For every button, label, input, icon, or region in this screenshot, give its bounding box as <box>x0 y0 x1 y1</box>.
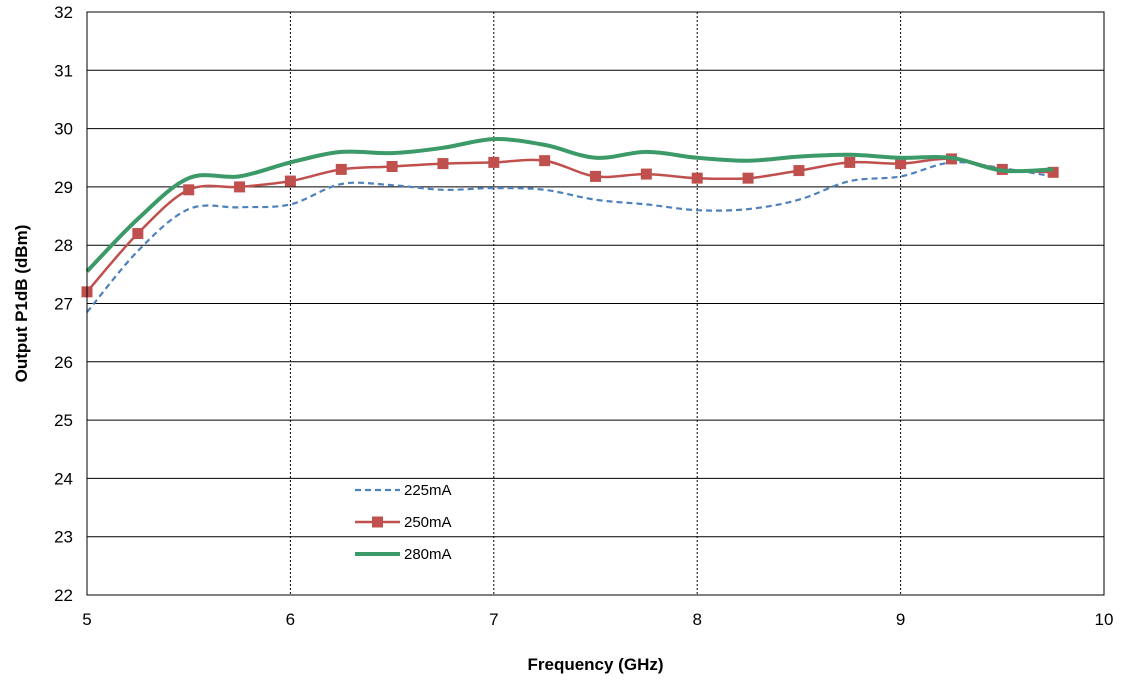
y-tick-label: 27 <box>54 295 73 314</box>
series-line-280mA <box>85 137 1054 273</box>
y-tick-label: 28 <box>54 236 73 255</box>
data-point-250mA <box>793 165 805 177</box>
data-point-250mA <box>895 158 907 170</box>
legend: 225mA 250mA 280mA <box>355 482 452 563</box>
y-tick-label: 24 <box>54 469 73 488</box>
data-point-250mA <box>590 170 601 182</box>
data-point-250mA <box>234 181 246 193</box>
legend-label: 280mA <box>404 546 452 563</box>
data-point-250mA <box>183 184 195 196</box>
plot-area-border <box>86 11 1105 596</box>
series-line-225mA <box>86 161 1054 313</box>
data-point-250mA <box>640 168 652 180</box>
legend-item-225mA: 225mA <box>355 482 452 499</box>
data-point-250mA <box>844 156 856 168</box>
data-point-250mA <box>742 172 754 184</box>
data-point-250mA <box>539 155 551 167</box>
x-tick-label: 9 <box>896 610 905 629</box>
data-point-250mA <box>335 163 347 175</box>
data-point-250mA <box>691 172 703 184</box>
x-tick-label: 10 <box>1095 610 1114 629</box>
legend-item-280mA: 280mA <box>355 546 452 563</box>
data-point-250mA <box>437 158 449 170</box>
data-point-250mA <box>488 156 500 168</box>
y-tick-label: 32 <box>54 3 73 22</box>
x-tick-label: 6 <box>286 610 295 629</box>
y-tick-label: 30 <box>54 120 73 139</box>
x-tick-label: 7 <box>489 610 498 629</box>
y-tick-label: 26 <box>54 353 73 372</box>
tick-labels: 22 23 24 25 26 27 28 29 30 31 32 5 6 7 8 9 10 <box>54 3 1113 629</box>
x-axis-title: Frequency (GHz) <box>527 655 663 674</box>
data-point-250mA <box>132 228 144 240</box>
series-280mA <box>85 137 1054 273</box>
y-tick-label: 22 <box>54 586 73 605</box>
legend-label: 225mA <box>404 482 452 499</box>
series-group <box>81 137 1059 313</box>
x-tick-label: 5 <box>82 610 91 629</box>
x-tick-label: 8 <box>692 610 701 629</box>
y-tick-label: 31 <box>54 61 73 80</box>
y-tick-label: 23 <box>54 528 73 547</box>
legend-item-250mA: 250mA <box>355 514 452 531</box>
data-point-250mA <box>284 175 296 187</box>
data-point-250mA <box>1047 166 1059 178</box>
legend-marker <box>372 516 383 528</box>
legend-label: 250mA <box>404 514 452 531</box>
series-225mA <box>86 161 1054 313</box>
y-axis-title: Output P1dB (dBm) <box>12 225 31 383</box>
y-tick-label: 29 <box>54 178 73 197</box>
y-tick-label: 25 <box>54 411 73 430</box>
data-point-250mA <box>386 160 398 172</box>
